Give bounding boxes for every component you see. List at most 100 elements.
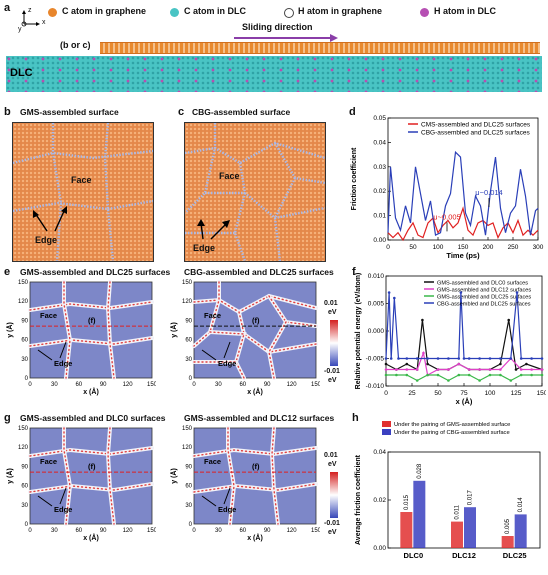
- axis-z-label: z: [28, 7, 32, 14]
- series-point-1: [530, 368, 533, 371]
- cbar-g-min: -0.01: [324, 520, 340, 527]
- bar-value-label: 0.011: [455, 504, 461, 519]
- cbar-e-unit-bottom: eV: [328, 377, 337, 384]
- edge-highlight: [209, 331, 245, 379]
- x-tick-label: 150: [537, 390, 546, 397]
- x-tick-label: 200: [483, 244, 494, 251]
- panel-c-face: Face: [219, 171, 240, 181]
- series-point-3: [387, 291, 391, 294]
- energy-map-cbg-dlc25: (f) Face Edge 00 30 30 60 60 90 90 120 120 150 150 x (…: [170, 280, 320, 396]
- y-tick-label: 120: [18, 445, 29, 451]
- category-label: DLC0: [404, 551, 424, 560]
- edge-label: Edge: [218, 359, 236, 368]
- series-point-2: [436, 373, 440, 377]
- energy-map-gms-dlc25: (f) Face Edge 00 30 30 60 60 90 90 120 120 150 150 x (…: [6, 280, 156, 396]
- series-point-0: [514, 368, 518, 371]
- axis-x-label: x: [42, 19, 46, 26]
- series-point-1: [478, 368, 481, 371]
- legend-label-1: GMS-assembled and DLC12 surfaces: [437, 287, 531, 293]
- x-tick-label: 90: [264, 528, 271, 534]
- edge-label: Edge: [218, 505, 236, 514]
- x-tick-label: 60: [75, 528, 82, 534]
- series-point-2: [457, 373, 461, 377]
- panel-b-face: Face: [71, 175, 92, 185]
- map-field: [29, 427, 153, 525]
- x-tick-label: 120: [287, 382, 298, 388]
- bar-0: [501, 536, 514, 548]
- y-tick-label: 150: [182, 426, 193, 432]
- y-tick-label: 120: [182, 299, 193, 305]
- cbar-e-min: -0.01: [324, 368, 340, 375]
- x-tick-label: 150: [311, 382, 320, 388]
- y-tick-label: 90: [21, 464, 28, 470]
- series-point-2: [509, 379, 513, 382]
- x-tick-label: 100: [485, 390, 496, 397]
- edge-highlight: [268, 321, 287, 379]
- sliding-label: Sliding direction: [242, 22, 313, 32]
- y-tick-label: 150: [18, 426, 29, 432]
- panel-g-label: g: [4, 412, 11, 424]
- x-tick-label: 0: [384, 390, 388, 397]
- energy-map-gms-dlc0: (f) Face Edge 00 30 30 60 60 90 90 120 120 150 150 x (…: [6, 426, 156, 542]
- graphene-layer: [100, 42, 540, 54]
- panel-b-title: GMS-assembled surface: [20, 107, 119, 117]
- panel-f-label: f: [352, 266, 356, 278]
- series-line-0: [387, 206, 539, 242]
- colorbar-g: 0.01 eV -0.01 eV: [324, 452, 352, 542]
- legend-swatch-0: [382, 421, 391, 427]
- axis-y-label: y: [18, 26, 22, 33]
- series-point-3: [530, 357, 533, 360]
- legend-label-1: Under the pairing of CBG-assembled surfa…: [394, 430, 510, 436]
- series-line-1: [387, 150, 539, 237]
- series-point-3: [499, 357, 502, 360]
- y-tick-label: 0.010: [368, 273, 385, 280]
- y-tick-label: 0.005: [368, 301, 385, 308]
- edge-label: Edge: [54, 359, 72, 368]
- y-tick-label: 30: [185, 503, 192, 509]
- bar-1: [413, 480, 426, 548]
- panel-b-edge-arrows: [33, 206, 67, 232]
- x-tick-label: 60: [75, 382, 82, 388]
- series-point-3: [467, 357, 471, 360]
- x-tick-label: 125: [511, 390, 522, 397]
- cbg-surface-image: Face Edge: [184, 122, 326, 262]
- panel-e-title-right: CBG-assembled and DLC25 surfaces: [184, 267, 334, 277]
- friction-time-chart: 0 50 100 150 200 250 300 0.00 0.01 0.02 0.03 0.04 0.…: [351, 115, 544, 260]
- x-tick-label: 150: [458, 244, 469, 251]
- face-label: Face: [204, 311, 221, 320]
- series-point-0: [499, 362, 502, 366]
- x-tick-label: 300: [533, 244, 544, 251]
- dlc-substrate: [6, 56, 542, 92]
- cut-label: (f): [252, 316, 260, 325]
- edge-arrow: [37, 349, 53, 361]
- face-label: Face: [40, 457, 57, 466]
- series-line-2: [386, 374, 542, 382]
- x-tick-label: 90: [264, 382, 271, 388]
- series-point-2: [447, 379, 450, 382]
- panel-h-label: h: [352, 412, 359, 424]
- y-tick-label: -0.005: [366, 356, 385, 363]
- series-point-1: [457, 362, 461, 366]
- series-point-2: [395, 373, 398, 377]
- x-tick-label: 0: [28, 528, 32, 534]
- x-tick-label: 250: [508, 244, 519, 251]
- y-tick-label: 30: [185, 357, 192, 363]
- series-point-2: [384, 373, 388, 377]
- cut-label: (f): [88, 316, 96, 325]
- series-point-1: [415, 368, 419, 371]
- panel-b-edge: Edge: [35, 235, 58, 245]
- series-point-3: [436, 357, 440, 360]
- cbar-e-unit-top: eV: [328, 309, 337, 316]
- series-point-3: [509, 357, 513, 360]
- series-point-2: [478, 379, 481, 382]
- y-axis-label: y (Å): [170, 468, 178, 484]
- potential-energy-chart: 0 25 50 75 100 125 150 0.010 0.005 0.000 -0.005 -0.…: [355, 273, 546, 406]
- y-tick-label: 120: [18, 299, 29, 305]
- series-point-3: [415, 357, 419, 360]
- category-label: DLC12: [452, 551, 476, 560]
- legend-swatch-1: [382, 429, 391, 435]
- x-tick-label: 50: [434, 390, 442, 397]
- panel-d-label: d: [349, 106, 356, 118]
- y-tick-label: 0.000: [368, 328, 385, 335]
- legend-h-dlc: H atom in DLC: [434, 6, 496, 16]
